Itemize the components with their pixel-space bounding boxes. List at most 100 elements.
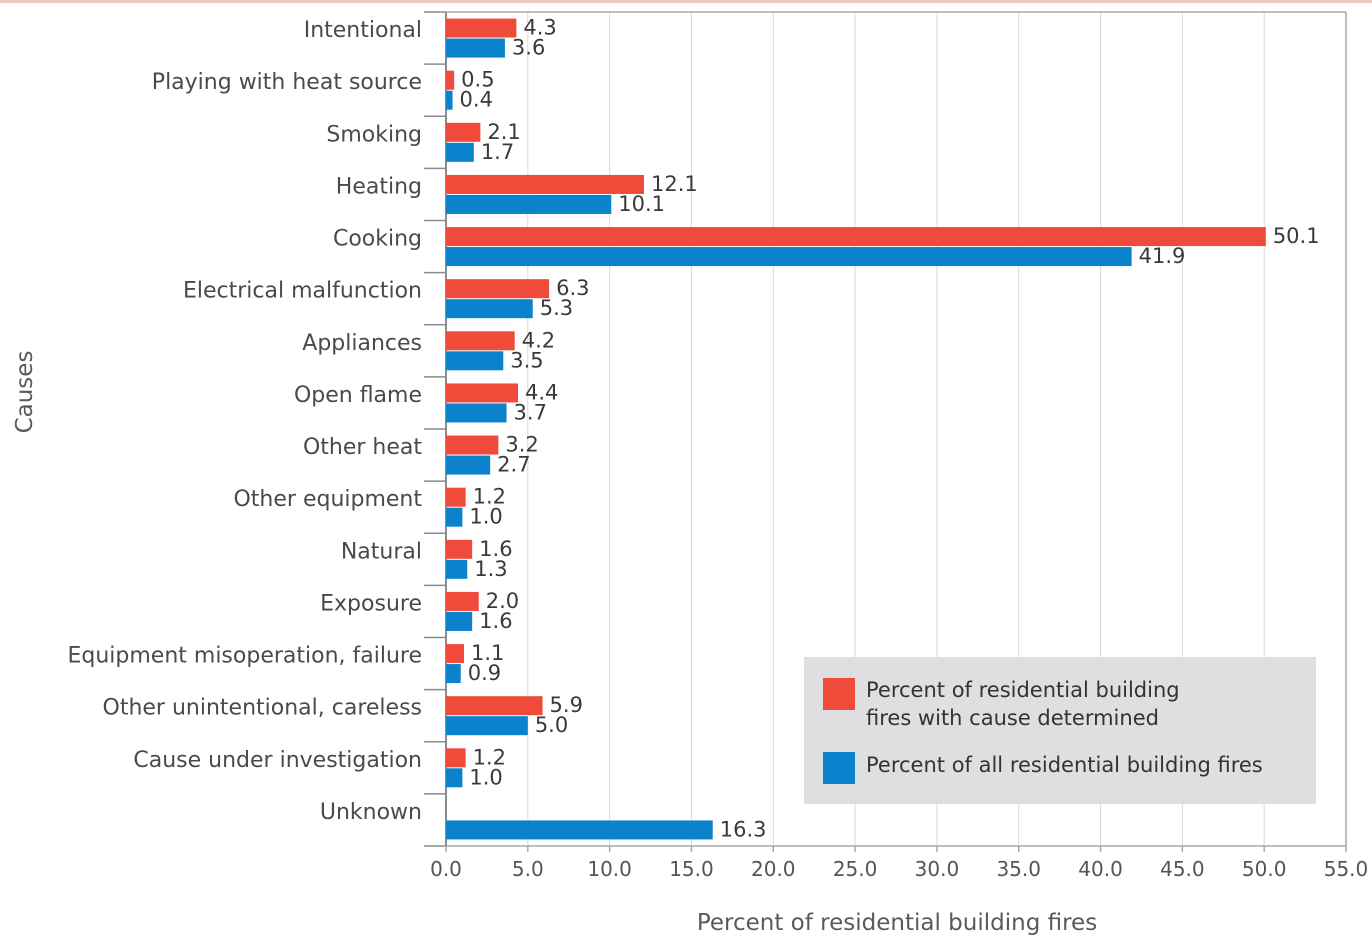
category-label: Cause under investigation: [133, 748, 422, 773]
data-label: 4.4: [525, 380, 558, 404]
category-label: Appliances: [302, 331, 422, 356]
data-label: 5.3: [540, 296, 573, 320]
bar-cause-determined: [446, 591, 479, 611]
data-label: 1.0: [469, 505, 502, 529]
data-label: 1.0: [469, 765, 502, 789]
category-label: Unknown: [320, 800, 422, 825]
bar-all-fires: [446, 299, 533, 319]
bar-cause-determined: [446, 487, 466, 507]
bar-all-fires: [446, 716, 528, 736]
category-label: Exposure: [320, 591, 422, 616]
bar-cause-determined: [446, 383, 518, 403]
data-label: 16.3: [720, 817, 767, 841]
bar-all-fires: [446, 247, 1132, 267]
bar-all-fires: [446, 768, 463, 788]
top-rule: [0, 0, 1372, 3]
legend-label-line-1: Percent of residential building: [866, 678, 1180, 702]
data-label: 3.5: [510, 348, 543, 372]
data-label: 1.2: [473, 485, 506, 509]
bar-all-fires: [446, 38, 505, 58]
data-label: 5.9: [550, 693, 583, 717]
data-label: 10.1: [618, 192, 665, 216]
category-label: Heating: [336, 174, 422, 199]
legend-label-cause-determined: Percent of residential building fires wi…: [866, 678, 1186, 730]
x-tick-label: 5.0: [512, 857, 544, 881]
bar-all-fires: [446, 90, 453, 110]
bar-cause-determined: [446, 174, 644, 194]
bar-all-fires: [446, 559, 468, 579]
data-label: 6.3: [556, 276, 589, 300]
bar-all-fires: [446, 455, 491, 475]
bar-cause-determined: [446, 696, 543, 716]
category-label: Smoking: [326, 122, 422, 147]
x-tick-label: 45.0: [1160, 857, 1205, 881]
legend-swatch-cause-determined: [823, 678, 855, 710]
data-label: 4.2: [522, 328, 555, 352]
category-label: Natural: [341, 539, 422, 564]
data-label: 1.2: [473, 745, 506, 769]
x-tick-labels: 0.0 5.0 10.0 15.0 20.0 25.0 30.0 35.0 40.0 45.0 50…: [430, 857, 1368, 881]
category-label: Playing with heat source: [152, 70, 422, 95]
x-tick-label: 0.0: [430, 857, 462, 881]
data-label: 1.6: [479, 609, 512, 633]
x-tick-label: 35.0: [996, 857, 1041, 881]
category-label: Other heat: [303, 435, 422, 460]
data-label: 4.3: [523, 16, 556, 40]
data-label: 1.7: [481, 140, 514, 164]
data-label: 0.9: [468, 661, 501, 685]
x-tick-label: 50.0: [1242, 857, 1287, 881]
bar-cause-determined: [446, 644, 464, 664]
bar-cause-determined: [446, 122, 481, 142]
bar-cause-determined: [446, 279, 550, 299]
bar-cause-determined: [446, 227, 1266, 247]
legend: Percent of residential building fires wi…: [804, 657, 1316, 804]
legend-swatch-all-fires: [823, 752, 855, 784]
data-label: 50.1: [1273, 224, 1320, 248]
data-label: 3.2: [505, 433, 538, 457]
bar-cause-determined: [446, 70, 455, 90]
x-axis-title: Percent of residential building fires: [697, 910, 1097, 936]
category-label: Open flame: [294, 383, 422, 408]
category-label: Other equipment: [233, 487, 422, 512]
x-tick-label: 10.0: [587, 857, 632, 881]
data-label: 1.6: [479, 537, 512, 561]
data-label: 2.1: [487, 120, 520, 144]
legend-label-line-2: fires with cause determined: [866, 706, 1159, 730]
category-label: Cooking: [333, 227, 422, 252]
bar-all-fires: [446, 351, 504, 371]
category-label: Intentional: [304, 18, 422, 43]
category-labels: Intentional Playing with heat source Smoki…: [67, 18, 422, 825]
data-label: 0.5: [461, 68, 494, 92]
bar-all-fires: [446, 194, 612, 214]
data-label: 1.3: [474, 557, 507, 581]
category-label: Other unintentional, careless: [103, 696, 422, 721]
category-label: Electrical malfunction: [183, 279, 422, 304]
bar-all-fires: [446, 664, 461, 684]
data-label: 5.0: [535, 713, 568, 737]
data-label: 12.1: [651, 172, 698, 196]
bar-all-fires: [446, 507, 463, 527]
x-tick-label: 30.0: [915, 857, 960, 881]
data-label: 3.6: [512, 36, 545, 60]
bars: 4.33.6 0.50.4 2.11.7 12.110.1 50.1 41.9 6.35.3…: [446, 16, 1320, 841]
data-label: 2.7: [497, 453, 530, 477]
x-tick-label: 15.0: [669, 857, 714, 881]
legend-background: [804, 657, 1316, 804]
bar-cause-determined: [446, 331, 515, 351]
bar-cause-determined: [446, 435, 499, 455]
x-tick-label: 40.0: [1078, 857, 1123, 881]
category-label: Equipment misoperation, failure: [67, 644, 422, 669]
y-axis-title: Causes: [12, 351, 38, 434]
x-tick-label: 55.0: [1324, 857, 1369, 881]
bar-all-fires: [446, 403, 507, 423]
bar-all-fires: [446, 820, 713, 840]
bar-cause-determined: [446, 539, 473, 559]
data-label: 41.9: [1139, 244, 1186, 268]
bar-all-fires: [446, 611, 473, 631]
x-tick-label: 20.0: [751, 857, 796, 881]
bar-cause-determined: [446, 748, 466, 768]
plot-frame: [424, 11, 1347, 852]
legend-label-all-fires: Percent of all residential building fire…: [866, 753, 1263, 777]
x-tick-label: 25.0: [833, 857, 878, 881]
